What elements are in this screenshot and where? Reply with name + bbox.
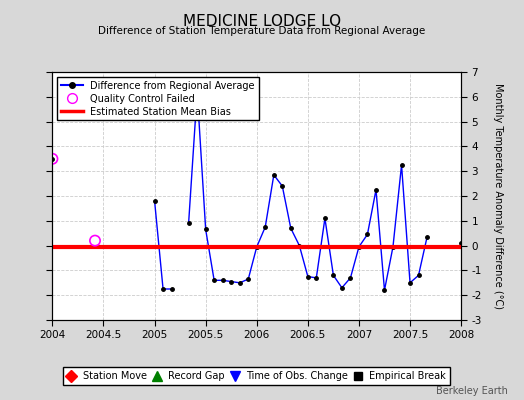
Point — [48, 156, 57, 162]
Point — [91, 238, 99, 244]
Legend: Station Move, Record Gap, Time of Obs. Change, Empirical Break: Station Move, Record Gap, Time of Obs. C… — [63, 367, 450, 385]
Text: MEDICINE LODGE LO: MEDICINE LODGE LO — [183, 14, 341, 29]
Y-axis label: Monthly Temperature Anomaly Difference (°C): Monthly Temperature Anomaly Difference (… — [493, 83, 503, 309]
Text: Difference of Station Temperature Data from Regional Average: Difference of Station Temperature Data f… — [99, 26, 425, 36]
Text: Berkeley Earth: Berkeley Earth — [436, 386, 508, 396]
